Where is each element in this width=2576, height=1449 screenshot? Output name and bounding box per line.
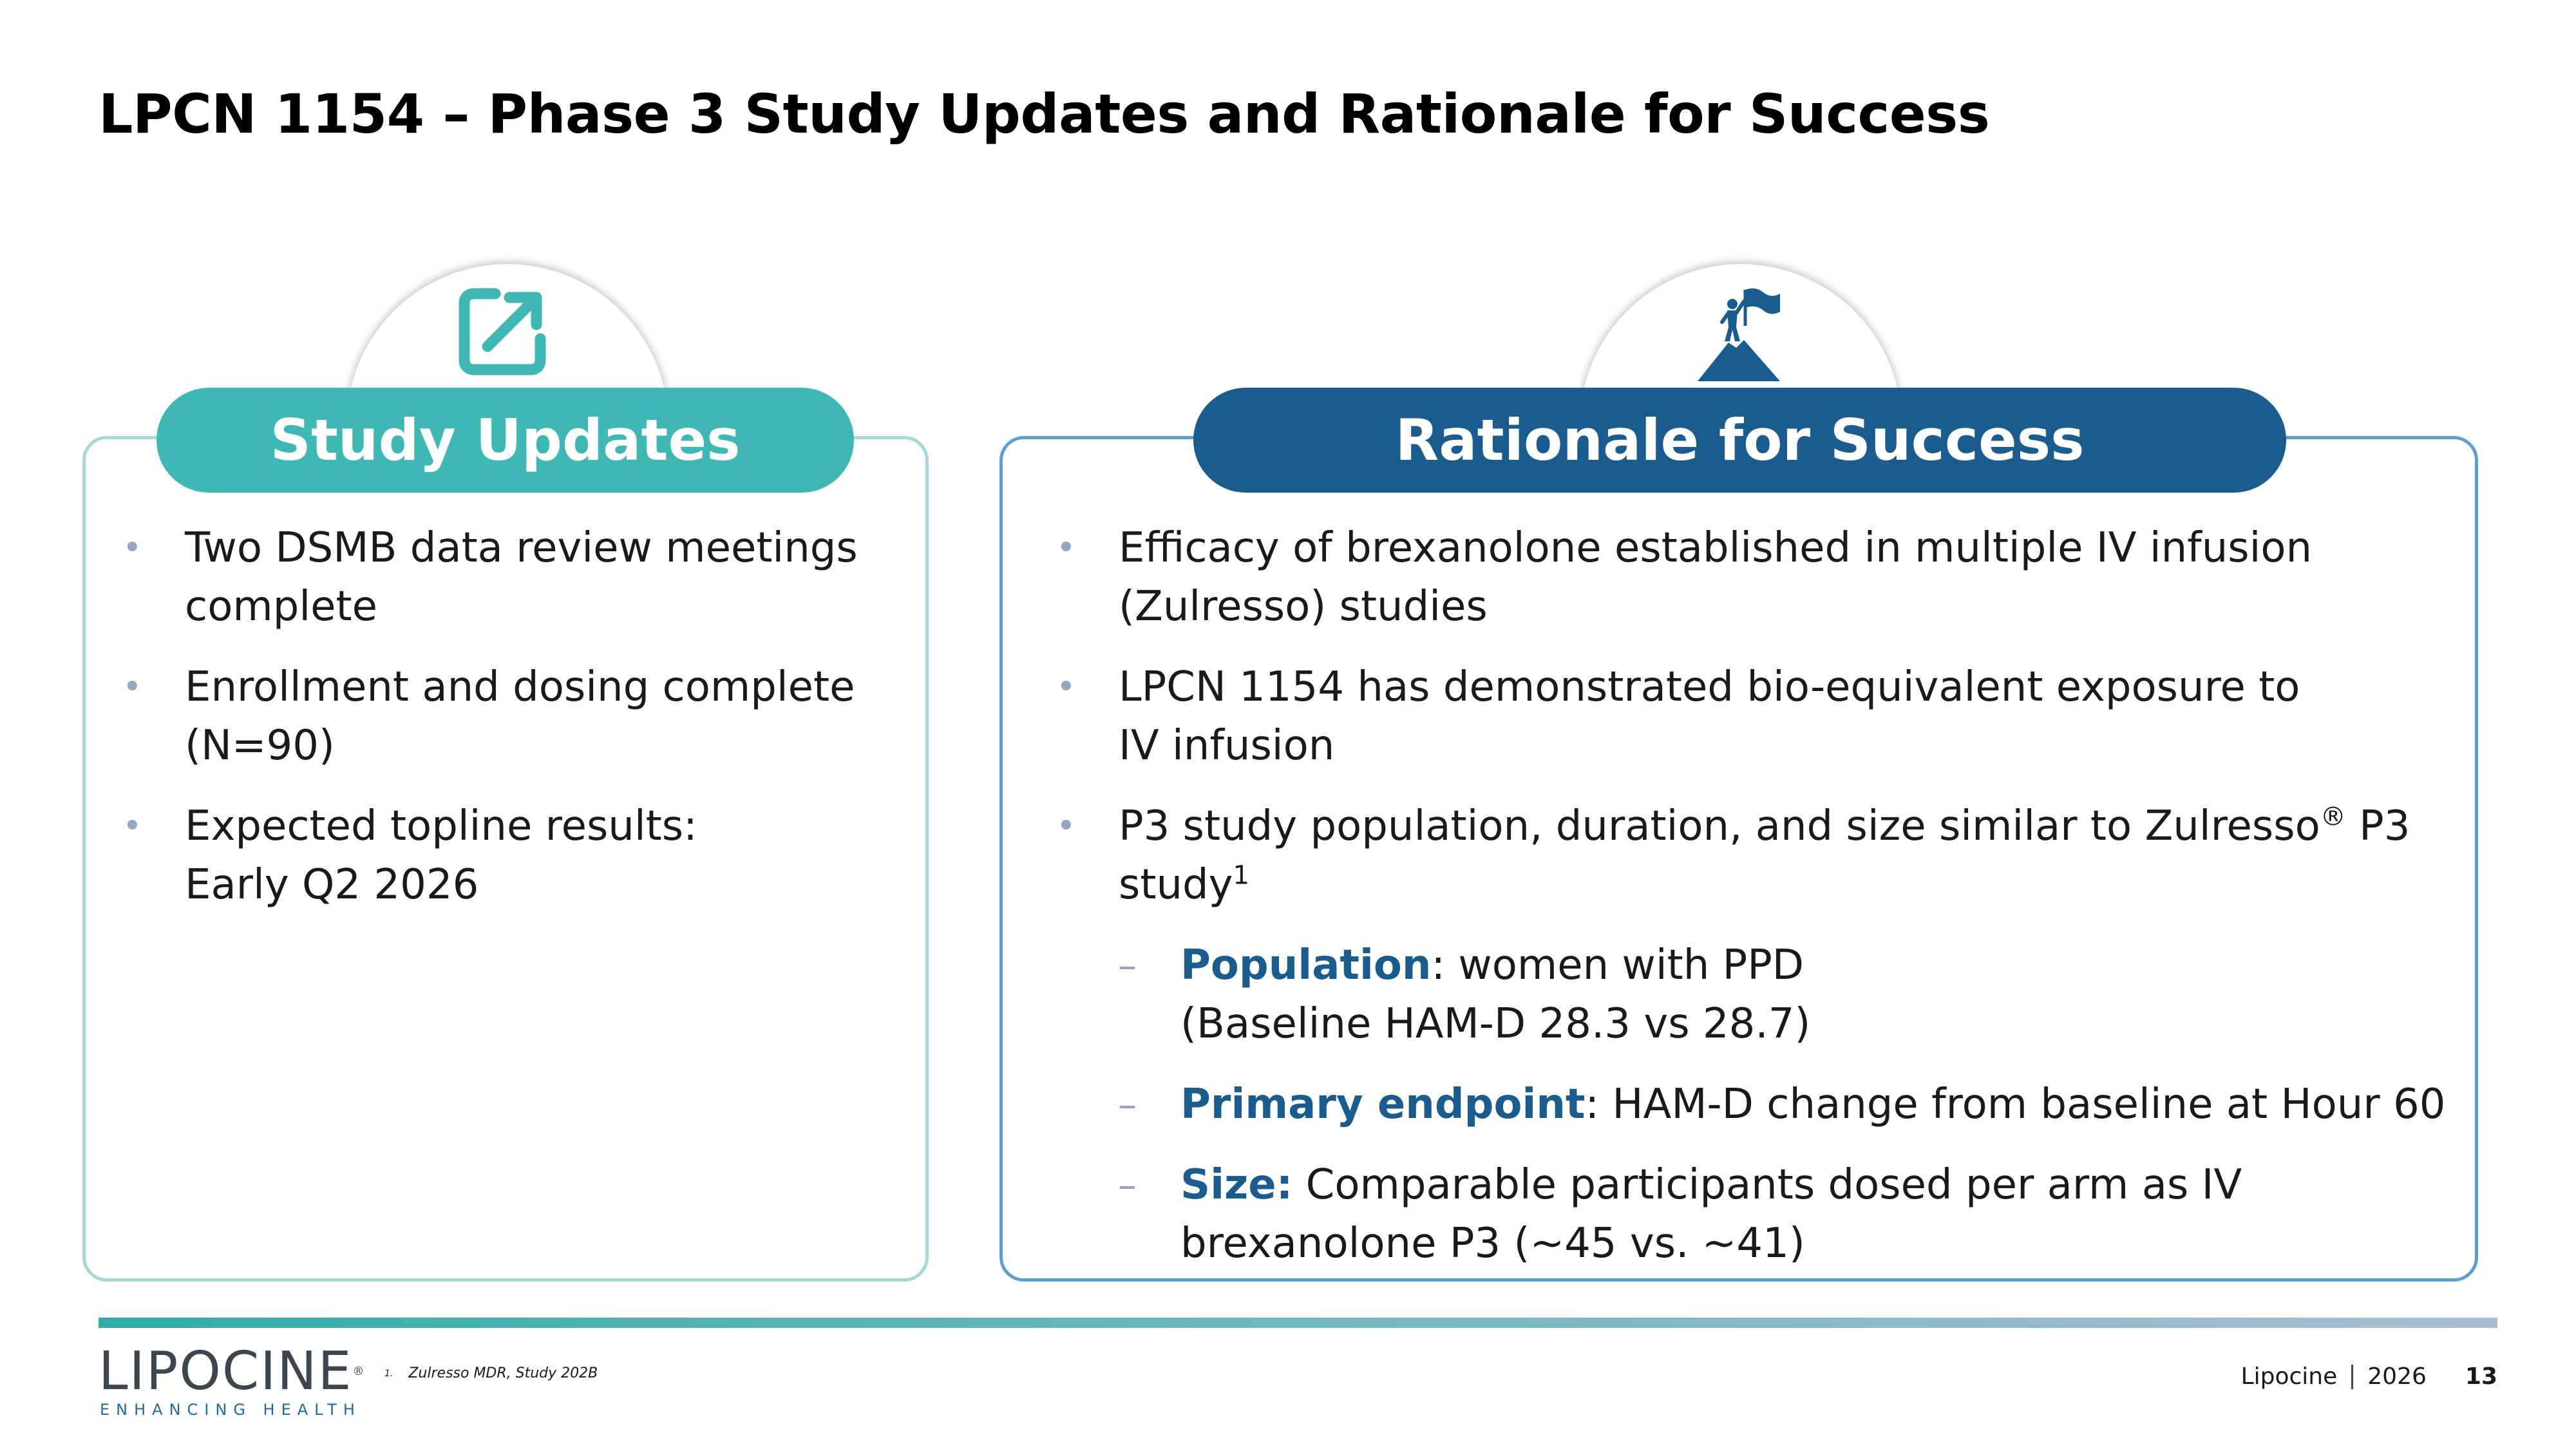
bullet-marker: • [122, 668, 142, 706]
bullet-marker: • [1056, 529, 1076, 567]
footnote: 1. Zulresso MDR, Study 202B [384, 1365, 598, 1381]
rationale-list: • Efficacy of brexanolone established in… [1056, 519, 2467, 1295]
bullet-marker: • [1056, 807, 1076, 846]
list-item: • LPCN 1154 has demonstrated bio-equival… [1056, 658, 2467, 775]
footer-info: Lipocine 2026 13 [2241, 1363, 2497, 1390]
footer-separator [2351, 1364, 2354, 1389]
study-updates-heading: Study Updates [156, 388, 854, 493]
dash-marker: – [1118, 943, 1137, 987]
dash-marker: – [1118, 1163, 1137, 1207]
bullet-marker: • [122, 807, 142, 846]
logo-tagline: ENHANCING HEALTH [100, 1401, 361, 1419]
list-item: • Two DSMB data review meetings complete [122, 519, 914, 636]
footer-year: 2026 [2367, 1363, 2427, 1390]
footer-divider [99, 1318, 2497, 1328]
bullet-marker: • [122, 529, 142, 567]
mountain-flag-icon [1698, 288, 1780, 381]
sub-list-item: – Population: women with PPD (Baseline H… [1056, 936, 2467, 1054]
list-item: • P3 study population, duration, and siz… [1056, 797, 2467, 914]
rationale-heading: Rationale for Success [1193, 388, 2286, 493]
list-item: • Efficacy of brexanolone established in… [1056, 519, 2467, 636]
bullet-marker: • [1056, 668, 1076, 706]
external-link-icon [459, 288, 546, 375]
list-item: • Enrollment and dosing complete (N=90) [122, 658, 914, 775]
study-updates-card [82, 436, 929, 1282]
page-title: LPCN 1154 – Phase 3 Study Updates and Ra… [99, 82, 1990, 146]
study-updates-list: • Two DSMB data review meetings complete… [122, 519, 914, 936]
sub-list-item: – Primary endpoint: HAM-D change from ba… [1056, 1075, 2467, 1134]
page-number: 13 [2465, 1363, 2497, 1390]
sub-list-item: – Size: Comparable participants dosed pe… [1056, 1156, 2467, 1273]
footer-company: Lipocine [2240, 1363, 2338, 1390]
dash-marker: – [1118, 1083, 1137, 1126]
list-item: • Expected topline results: Early Q2 202… [122, 797, 914, 914]
footnote-reference: 1 [1233, 860, 1249, 891]
company-logo: LIPOCINE® [99, 1341, 366, 1402]
